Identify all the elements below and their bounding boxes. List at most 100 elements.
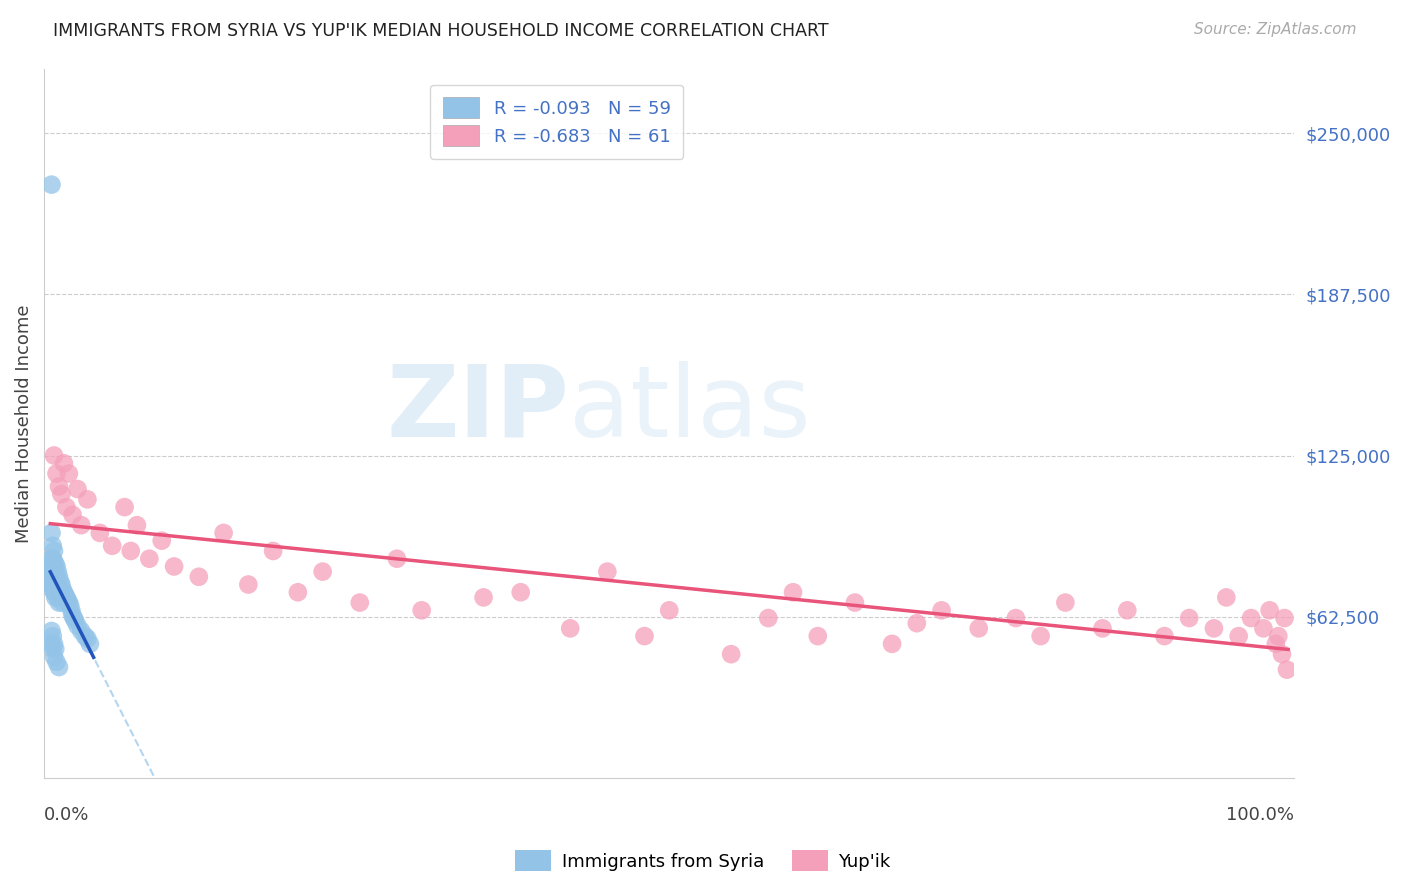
Point bbox=[238, 577, 260, 591]
Point bbox=[163, 559, 186, 574]
Point bbox=[44, 567, 66, 582]
Point bbox=[349, 596, 371, 610]
Point bbox=[1274, 611, 1296, 625]
Point bbox=[48, 596, 70, 610]
Point bbox=[60, 603, 83, 617]
Point bbox=[42, 574, 65, 589]
Point bbox=[41, 577, 63, 591]
Point bbox=[967, 621, 990, 635]
Point bbox=[46, 574, 69, 589]
Point bbox=[1240, 611, 1263, 625]
Point bbox=[41, 637, 63, 651]
Point bbox=[46, 591, 69, 605]
Point bbox=[658, 603, 681, 617]
Point bbox=[63, 611, 86, 625]
Point bbox=[41, 551, 63, 566]
Point bbox=[42, 559, 65, 574]
Point bbox=[46, 565, 69, 579]
Point bbox=[45, 559, 67, 574]
Point bbox=[125, 518, 148, 533]
Point bbox=[42, 449, 65, 463]
Point bbox=[63, 614, 86, 628]
Point bbox=[89, 525, 111, 540]
Point bbox=[62, 608, 84, 623]
Point bbox=[1275, 663, 1298, 677]
Point bbox=[66, 619, 89, 633]
Point bbox=[52, 456, 75, 470]
Point bbox=[1267, 629, 1289, 643]
Point bbox=[42, 565, 65, 579]
Point bbox=[42, 629, 65, 643]
Point bbox=[41, 624, 63, 638]
Point bbox=[58, 596, 80, 610]
Point bbox=[48, 660, 70, 674]
Point bbox=[472, 591, 495, 605]
Point bbox=[56, 593, 79, 607]
Point bbox=[62, 508, 84, 522]
Point bbox=[59, 598, 82, 612]
Point bbox=[66, 482, 89, 496]
Point bbox=[931, 603, 953, 617]
Point bbox=[411, 603, 433, 617]
Point bbox=[1258, 603, 1281, 617]
Point bbox=[114, 500, 136, 515]
Point bbox=[42, 567, 65, 582]
Point bbox=[42, 551, 65, 566]
Point bbox=[55, 500, 77, 515]
Point bbox=[48, 580, 70, 594]
Point bbox=[1153, 629, 1175, 643]
Point bbox=[101, 539, 124, 553]
Point bbox=[1005, 611, 1028, 625]
Point bbox=[1091, 621, 1114, 635]
Text: atlas: atlas bbox=[569, 360, 811, 458]
Point bbox=[1271, 647, 1294, 661]
Point bbox=[42, 582, 65, 597]
Point bbox=[1264, 637, 1286, 651]
Point bbox=[385, 551, 408, 566]
Point bbox=[212, 525, 235, 540]
Point bbox=[45, 572, 67, 586]
Point bbox=[49, 574, 72, 589]
Text: ZIP: ZIP bbox=[387, 360, 569, 458]
Point bbox=[187, 570, 209, 584]
Point bbox=[1215, 591, 1237, 605]
Point bbox=[1178, 611, 1201, 625]
Point bbox=[905, 616, 928, 631]
Point bbox=[42, 642, 65, 657]
Point bbox=[120, 544, 142, 558]
Point bbox=[48, 479, 70, 493]
Point bbox=[720, 647, 742, 661]
Point bbox=[1054, 596, 1077, 610]
Point bbox=[51, 591, 73, 605]
Point bbox=[44, 577, 66, 591]
Point bbox=[42, 544, 65, 558]
Point bbox=[52, 585, 75, 599]
Text: 0.0%: 0.0% bbox=[44, 806, 90, 824]
Point bbox=[53, 588, 76, 602]
Legend: Immigrants from Syria, Yup'ik: Immigrants from Syria, Yup'ik bbox=[508, 843, 898, 879]
Text: Source: ZipAtlas.com: Source: ZipAtlas.com bbox=[1194, 22, 1357, 37]
Point bbox=[560, 621, 582, 635]
Point bbox=[42, 554, 65, 568]
Point bbox=[1253, 621, 1275, 635]
Point bbox=[1116, 603, 1139, 617]
Point bbox=[509, 585, 531, 599]
Point bbox=[52, 582, 75, 597]
Legend: R = -0.093   N = 59, R = -0.683   N = 61: R = -0.093 N = 59, R = -0.683 N = 61 bbox=[430, 85, 683, 159]
Point bbox=[42, 574, 65, 589]
Text: 100.0%: 100.0% bbox=[1226, 806, 1295, 824]
Point bbox=[49, 585, 72, 599]
Point bbox=[42, 649, 65, 664]
Point bbox=[52, 596, 75, 610]
Point bbox=[42, 539, 65, 553]
Point bbox=[44, 557, 66, 571]
Point bbox=[262, 544, 284, 558]
Point bbox=[311, 565, 333, 579]
Point bbox=[44, 591, 66, 605]
Point bbox=[73, 629, 96, 643]
Y-axis label: Median Household Income: Median Household Income bbox=[15, 304, 32, 542]
Point bbox=[70, 518, 93, 533]
Point bbox=[633, 629, 655, 643]
Point bbox=[596, 565, 619, 579]
Point bbox=[42, 585, 65, 599]
